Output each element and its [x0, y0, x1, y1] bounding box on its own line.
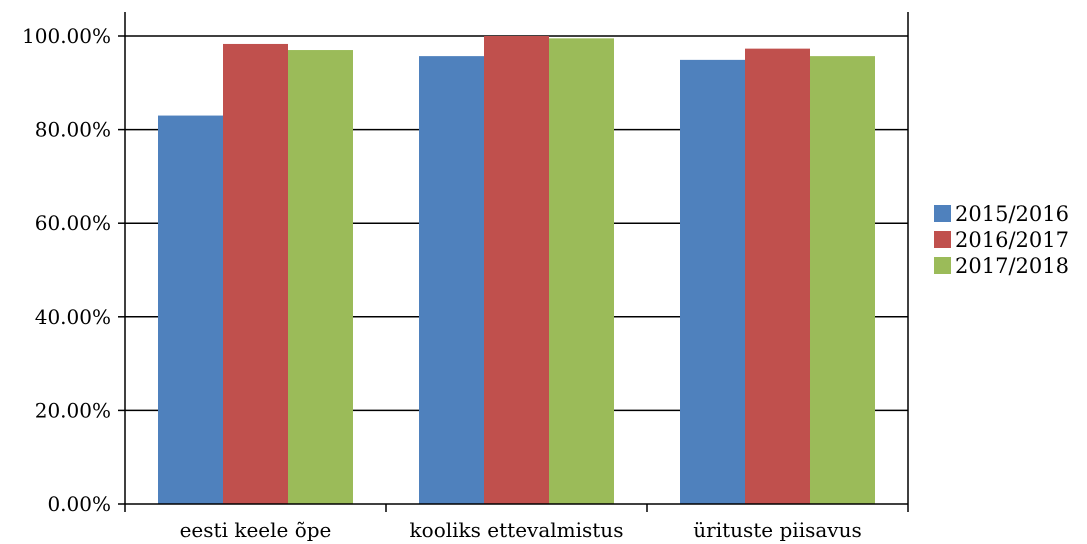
y-tick-label: 100.00%: [22, 24, 111, 48]
y-tick-label: 40.00%: [35, 305, 111, 329]
y-tick-label: 80.00%: [35, 118, 111, 142]
bar: [158, 115, 223, 504]
bar: [288, 50, 353, 504]
legend-swatch: [934, 257, 951, 274]
bar: [419, 56, 484, 505]
y-tick-label: 20.00%: [35, 398, 111, 422]
x-category-label: kooliks ettevalmistus: [410, 518, 624, 542]
y-axis-tick-labels: 0.00% 20.00% 40.00% 60.00% 80.00% 100.00%: [22, 24, 111, 516]
bars: [158, 36, 875, 505]
bar: [549, 38, 614, 505]
legend-label: 2015/2016: [955, 202, 1069, 226]
bar: [680, 59, 745, 504]
legend-label: 2016/2017: [955, 228, 1069, 252]
legend-swatch: [934, 231, 951, 248]
y-tick-label: 0.00%: [47, 492, 111, 516]
legend-label: 2017/2018: [955, 254, 1069, 278]
bar: [810, 56, 875, 505]
axes: [118, 12, 909, 512]
x-category-label: eesti keele õpe: [180, 518, 332, 542]
bar: [223, 43, 288, 505]
bar: [745, 48, 810, 505]
x-category-label: ürituste piisavus: [693, 518, 861, 542]
y-tick-label: 60.00%: [35, 211, 111, 235]
x-axis-category-labels: eesti keele õpe kooliks ettevalmistus ürit…: [180, 518, 862, 542]
bar: [484, 36, 549, 504]
legend-swatch: [934, 205, 951, 222]
